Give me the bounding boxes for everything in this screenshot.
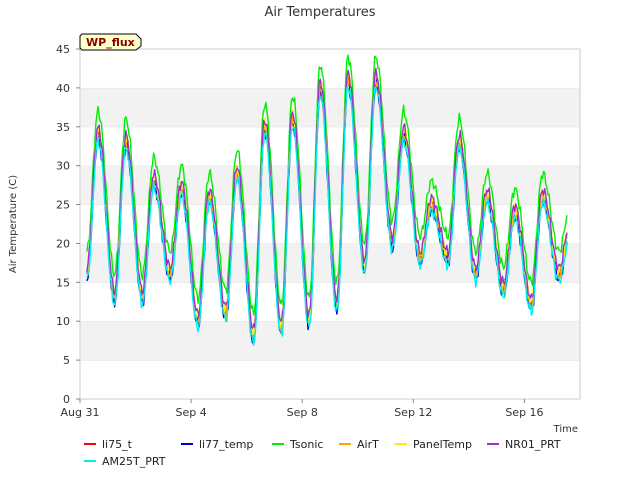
legend-label: li77_temp [199,438,253,451]
x-tick-label: Sep 16 [505,406,543,419]
plot-area-border [79,48,581,400]
series-line-am25t-prt [86,86,568,346]
y-axis-ticks: 0 5 10 15 20 25 30 35 40 45 [56,43,80,406]
x-axis-label: Time [553,424,578,435]
y-tick-label: 40 [56,82,70,95]
y-tick-label: 15 [56,276,70,289]
x-tick-label: Sep 4 [175,406,206,419]
grid-band [80,282,580,322]
series-lines [86,54,568,346]
legend-label: li75_t [102,438,133,451]
y-tick-label: 35 [56,121,70,134]
legend-label: AirT [357,438,379,451]
y-tick-label: 10 [56,315,70,328]
y-tick-label: 45 [56,43,70,56]
grid-band [80,126,580,166]
site-badge-label: WP_flux [86,36,135,49]
x-axis-ticks: Aug 31 Sep 4 Sep 8 Sep 12 Sep 16 [61,399,544,419]
y-axis-label: Air Temperature (C) [8,175,19,273]
grid-band [80,360,580,399]
grid-band [80,321,580,361]
legend-label: Tsonic [289,438,323,451]
series-line-tsonic [86,54,568,316]
y-tick-label: 25 [56,199,70,212]
chart-title: Air Temperatures [264,5,375,20]
x-tick-label: Sep 12 [394,406,432,419]
y-tick-label: 20 [56,237,70,250]
legend-label: PanelTemp [413,438,472,451]
y-tick-label: 30 [56,160,70,173]
grid-band [80,49,580,88]
y-tick-label: 0 [63,393,70,406]
x-tick-label: Aug 31 [61,406,100,419]
x-tick-label: Sep 8 [287,406,318,419]
grid-band [80,87,580,127]
legend-label: AM25T_PRT [102,455,166,468]
legend: li75_t li77_temp Tsonic AirT PanelTemp NR01_P… [84,438,561,468]
site-badge: WP_flux [79,33,142,51]
legend-label: NR01_PRT [505,438,561,451]
y-tick-label: 5 [63,354,70,367]
